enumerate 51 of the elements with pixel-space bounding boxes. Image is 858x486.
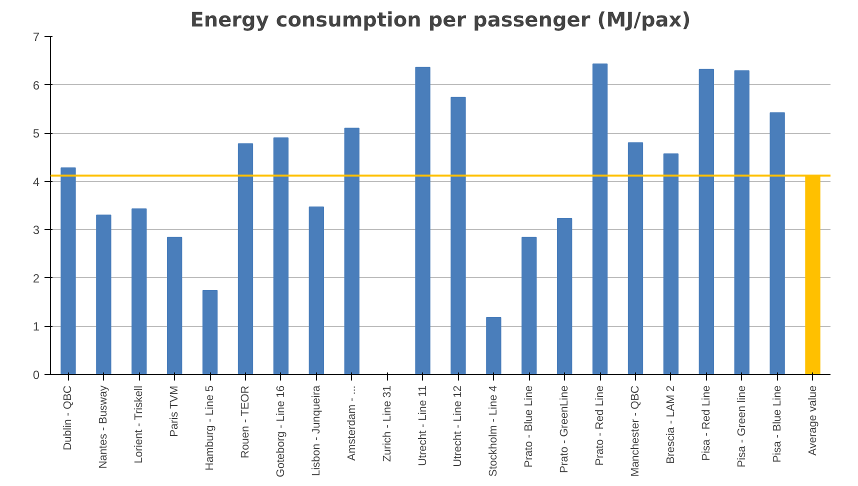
- x-tick-label: Manchester - QBC: [630, 385, 642, 477]
- bar: [734, 70, 750, 374]
- bar: [167, 236, 182, 374]
- x-tick-label: Pisa - Blue Line: [771, 385, 784, 463]
- x-tick-label: Pisa - Green line: [736, 385, 748, 468]
- bar: [238, 143, 254, 374]
- bar: [344, 128, 360, 374]
- x-tick-label: Hamburg - Line 5: [204, 385, 216, 470]
- bar: [415, 66, 430, 374]
- bar: [308, 206, 324, 374]
- y-tick-label: 1: [32, 320, 40, 334]
- bar: [698, 68, 714, 374]
- y-tick-label: 3: [32, 223, 40, 238]
- y-tick-label: 0: [32, 368, 40, 382]
- y-tick-label: 7: [32, 30, 40, 44]
- y-tick-label: 6: [32, 78, 40, 92]
- y-tick-label: 2: [32, 271, 40, 286]
- x-tick-label: Brescia - LAM 2: [664, 385, 677, 464]
- x-tick-label: Utrecht - Line 11: [416, 385, 429, 466]
- x-tick-label: Amsterdam - ...: [346, 385, 358, 461]
- bar: [557, 218, 572, 374]
- x-tick-label: Stockholm - Line 4: [488, 385, 500, 477]
- bar: [592, 64, 608, 374]
- bar: [628, 142, 644, 374]
- x-tick-label: Zurich - Line 31: [381, 385, 394, 462]
- x-tick-label: Rouen - TEOR: [240, 386, 252, 458]
- bar: [450, 96, 466, 374]
- x-tick-label: Average value: [806, 386, 819, 456]
- x-tick-label: Goteborg - Line 16: [274, 385, 287, 478]
- bar: [770, 112, 785, 374]
- y-tick-label: 5: [32, 126, 40, 141]
- x-tick-label: Lorient - Triskell: [133, 386, 146, 464]
- bar: [132, 208, 147, 374]
- bar: [60, 167, 76, 374]
- bar: [96, 214, 112, 374]
- x-tick-label: Utrecht - Line 12: [452, 385, 464, 467]
- x-tick-label: Pisa - Red Line: [700, 385, 712, 461]
- x-tick-label: Prato - Blue Line: [523, 386, 536, 468]
- y-tick-label: 4: [32, 174, 40, 189]
- bar: [663, 153, 679, 374]
- x-tick-label: Prato - GreenLine: [558, 386, 571, 473]
- x-tick-label: Nantes - Busway: [98, 385, 110, 469]
- bar: [202, 290, 218, 374]
- bar: [522, 236, 537, 374]
- x-tick-label: Dublin - QBC: [62, 385, 74, 450]
- x-tick-label: Lisbon - Junqueira: [310, 384, 322, 476]
- x-tick-label: Prato - Red Line: [594, 385, 606, 466]
- bar: [486, 317, 502, 374]
- chart-title: Energy consumption per passenger (MJ/pax): [190, 8, 691, 32]
- bar: [273, 137, 289, 374]
- x-tick-label: Paris TVM: [168, 386, 181, 437]
